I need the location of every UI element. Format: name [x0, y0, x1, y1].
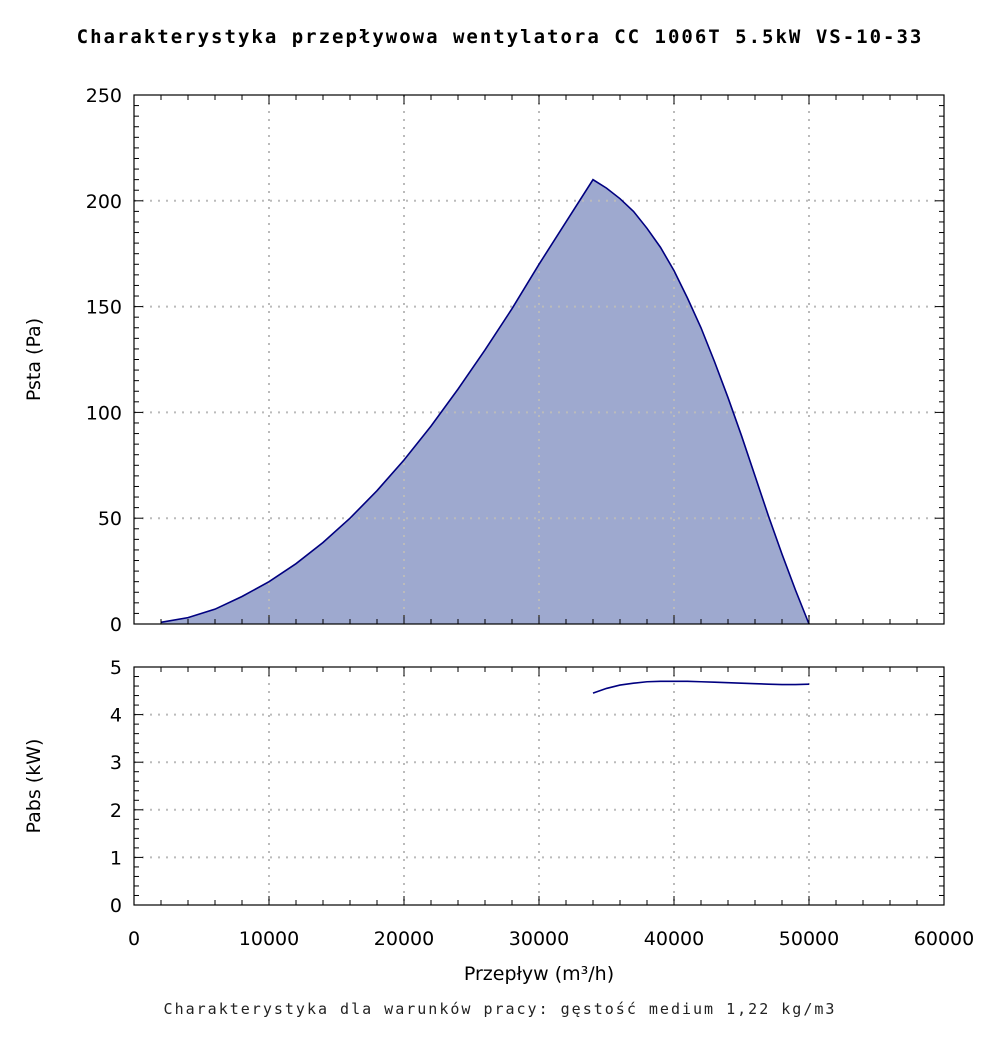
- power-panel: 0 1 2 3 4 5 0 10000 20000 30000 40000 50000 60000: [110, 657, 974, 950]
- power-y-tick-label: 0: [110, 895, 122, 917]
- pressure-y-tick-label: 200: [86, 191, 122, 213]
- chart-footnote: Charakterystyka dla warunków pracy: gęst…: [163, 1000, 837, 1018]
- power-x-tick-label: 60000: [914, 928, 974, 950]
- chart-title: Charakterystyka przepływowa wentylatora …: [76, 26, 924, 48]
- power-x-tick-label: 10000: [239, 928, 299, 950]
- power-x-tick-label: 0: [128, 928, 140, 950]
- pressure-y-tick-label: 150: [86, 297, 122, 319]
- power-y-tick-label: 5: [110, 657, 122, 679]
- flow-axis-label: Przepływ (m³/h): [464, 963, 614, 985]
- pressure-area-fill: [161, 179, 809, 624]
- power-y-tick-label: 4: [110, 705, 122, 727]
- power-y-tick-label: 3: [110, 752, 122, 774]
- power-y-tick-label: 2: [110, 800, 122, 822]
- pressure-y-tick-label: 250: [86, 85, 122, 107]
- power-curve: [592, 680, 810, 694]
- power-x-tick-label: 20000: [374, 928, 434, 950]
- power-x-tick-label: 40000: [644, 928, 704, 950]
- power-x-tick-label: 50000: [779, 928, 839, 950]
- power-plot-frame: [133, 666, 945, 906]
- pressure-axis-label: Psta (Pa): [23, 318, 45, 401]
- pressure-panel: 0 50 100 150 200 250: [86, 85, 945, 636]
- power-x-tick-label: 30000: [509, 928, 569, 950]
- power-axis-label: Pabs (kW): [23, 739, 45, 834]
- power-y-tick-label: 1: [110, 847, 122, 869]
- pressure-y-tick-label: 0: [110, 614, 122, 636]
- pressure-curve: [160, 178, 810, 625]
- pressure-y-tick-label: 50: [98, 508, 122, 530]
- pressure-y-tick-label: 100: [86, 402, 122, 424]
